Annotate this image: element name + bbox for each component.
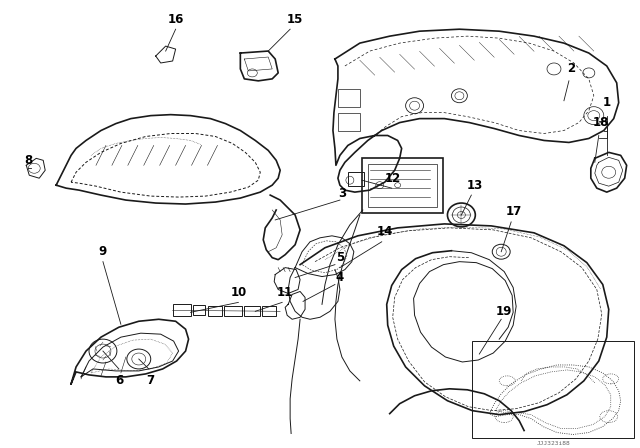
Text: 15: 15 (287, 13, 303, 26)
Bar (338, 112, 360, 130)
Bar (244, 306, 260, 316)
Text: 2: 2 (567, 62, 575, 75)
Text: 17: 17 (506, 206, 522, 219)
Text: 3: 3 (338, 187, 346, 200)
Text: 14: 14 (376, 225, 393, 238)
Bar (348, 172, 364, 186)
Text: 8: 8 (24, 154, 33, 167)
Bar (262, 306, 276, 316)
Bar (173, 304, 191, 316)
Text: JJJ323i88: JJJ323i88 (537, 441, 571, 446)
Text: 13: 13 (466, 179, 483, 192)
Text: 19: 19 (496, 305, 513, 318)
Text: 18: 18 (593, 116, 609, 129)
Bar (225, 306, 243, 316)
Text: 9: 9 (99, 245, 107, 258)
Bar (472, 341, 634, 439)
Text: 7: 7 (147, 375, 155, 388)
Bar (209, 306, 223, 316)
Bar (368, 164, 438, 207)
Text: 12: 12 (385, 172, 401, 185)
Bar (362, 158, 444, 213)
Text: 10: 10 (230, 286, 246, 299)
Bar (193, 306, 205, 315)
Text: 4: 4 (336, 271, 344, 284)
Text: 11: 11 (277, 286, 293, 299)
Bar (338, 89, 360, 107)
Text: 16: 16 (168, 13, 184, 26)
Text: 6: 6 (115, 375, 123, 388)
Text: 1: 1 (603, 96, 611, 109)
Text: 5: 5 (336, 251, 344, 264)
